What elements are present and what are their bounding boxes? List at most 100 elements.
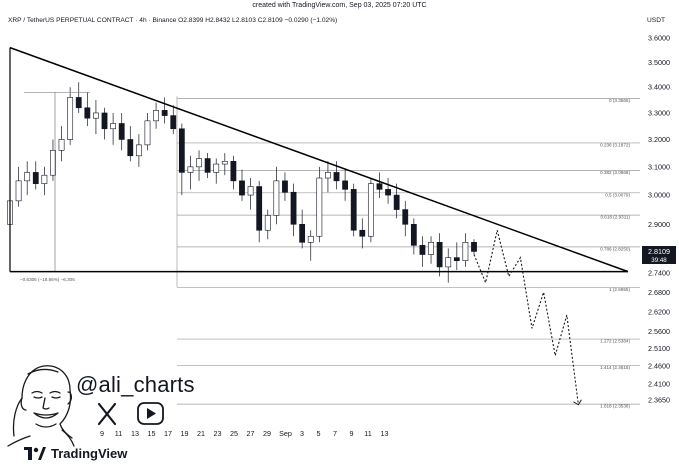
candle-body: [24, 172, 31, 182]
x-tick-label: 15: [148, 429, 156, 438]
x-tick-label: 29: [263, 429, 271, 438]
x-logo-icon[interactable]: [97, 402, 117, 426]
y-tick-label: 3.2000: [648, 135, 670, 144]
candle-body: [41, 174, 48, 184]
y-tick-label: 3.5000: [648, 58, 670, 67]
y-tick-label: 2.5600: [648, 327, 670, 336]
y-tick-label: 2.3650: [648, 396, 670, 405]
x-tick-label: 17: [164, 429, 172, 438]
candle-body: [264, 215, 271, 231]
projection-path: [473, 230, 579, 405]
candle-body: [32, 172, 39, 184]
x-tick-label: 7: [333, 429, 337, 438]
x-tick-label: 9: [350, 429, 354, 438]
tradingview-label: TradingView: [51, 446, 128, 461]
x-tick-label: 13: [381, 429, 389, 438]
x-tick-label: 11: [115, 429, 122, 438]
price-unit: USDT: [647, 17, 665, 24]
candle-body: [282, 180, 288, 193]
candle-body: [213, 163, 220, 173]
candle-body: [428, 242, 434, 255]
y-tick-label: 3.1000: [648, 162, 670, 171]
candle-body: [67, 97, 74, 140]
candle-body: [221, 160, 228, 165]
candle-body: [84, 107, 91, 119]
price-tag-countdown: 39:48: [651, 257, 667, 264]
y-tick-label: 2.5100: [648, 344, 670, 353]
price-tag-price: 2.8109: [648, 247, 670, 256]
candle-body: [471, 242, 477, 252]
fibonacci-levels: 0 (3.3565) 0.236 (3.1872) 0.382 (3.0868) 0.…: [176, 96, 640, 409]
candles: [7, 82, 477, 283]
candle-body: [239, 180, 245, 196]
candle-body: [419, 245, 426, 255]
fib-label: 0.618 (2.9311): [600, 215, 630, 220]
fib-label: 1 (2.6955): [609, 287, 630, 292]
fib-label: 0.5 (3.0079): [605, 192, 630, 197]
candle-body: [462, 242, 469, 262]
y-tick-label: 2.7400: [648, 269, 670, 278]
tradingview-logo-icon: [24, 447, 46, 463]
y-tick-label: 2.9000: [648, 220, 670, 229]
price-tag: 2.8109 39:48: [642, 246, 676, 264]
candle-body: [410, 223, 417, 246]
x-tick-label: Sep: [279, 429, 292, 438]
youtube-play-icon[interactable]: [137, 402, 164, 425]
y-tick-label: 3.3000: [648, 108, 670, 117]
candle-body: [196, 158, 202, 168]
y-tick-label: 2.6200: [648, 307, 670, 316]
candle-body: [342, 180, 349, 190]
x-tick-label: 5: [317, 429, 321, 438]
x-tick-label: 25: [230, 429, 238, 438]
candle-body: [376, 183, 383, 190]
trend-lines: [9, 46, 629, 406]
tradingview-footer[interactable]: TradingView: [24, 446, 127, 463]
candle-body: [445, 257, 452, 268]
candle-body: [75, 97, 82, 109]
measure-label: −0.6306 (−18.66%) −6,306: [20, 277, 75, 282]
candle-body: [393, 194, 400, 210]
chart-created-note: created with TradingView.com, Sep 03, 20…: [252, 2, 427, 9]
candle-body: [325, 172, 331, 179]
candle-body: [333, 172, 340, 182]
candle-body: [290, 191, 297, 225]
x-tick-label: 3: [300, 429, 304, 438]
candle-body: [453, 257, 460, 262]
candle-body: [110, 123, 117, 130]
candle-body: [204, 158, 211, 173]
candle-body: [230, 160, 237, 182]
candle-body: [316, 177, 323, 237]
candle-body: [15, 180, 22, 202]
candle-body: [187, 166, 194, 173]
descending-trendline: [9, 46, 629, 273]
candle-body: [93, 112, 99, 119]
candle-body: [118, 123, 125, 140]
author-handle: @ali_charts: [76, 372, 195, 397]
symbol-info: XRP / TetherUS PERPETUAL CONTRACT · 4h ·…: [8, 17, 338, 24]
x-tick-label: 23: [214, 429, 222, 438]
candle-body: [402, 209, 409, 225]
candle-body: [436, 242, 443, 268]
y-tick-label: 2.4100: [648, 379, 670, 388]
projection-arrowhead: [573, 399, 582, 406]
candle-body: [256, 186, 263, 231]
fib-label: 0.786 (2.8250): [600, 246, 630, 251]
x-tick-label: 21: [197, 429, 205, 438]
fib-label: 1.272 (2.5384): [600, 339, 630, 344]
candle-body: [135, 144, 142, 157]
candle-body: [50, 150, 56, 176]
y-tick-label: 3.6000: [648, 34, 670, 43]
candle-body: [359, 229, 366, 237]
x-tick-label: 19: [181, 429, 189, 438]
y-tick-label: 3.0000: [648, 191, 670, 200]
candle-body: [299, 223, 306, 243]
candle-body: [127, 139, 134, 157]
candle-body: [350, 189, 357, 231]
fib-label: 1.414 (2.4615): [600, 365, 630, 370]
candle-body: [247, 186, 254, 196]
candle-body: [178, 128, 185, 173]
fib-label: 0.382 (3.0868): [600, 170, 630, 175]
y-tick-label: 2.4600: [648, 362, 670, 371]
candle-body: [170, 115, 177, 130]
